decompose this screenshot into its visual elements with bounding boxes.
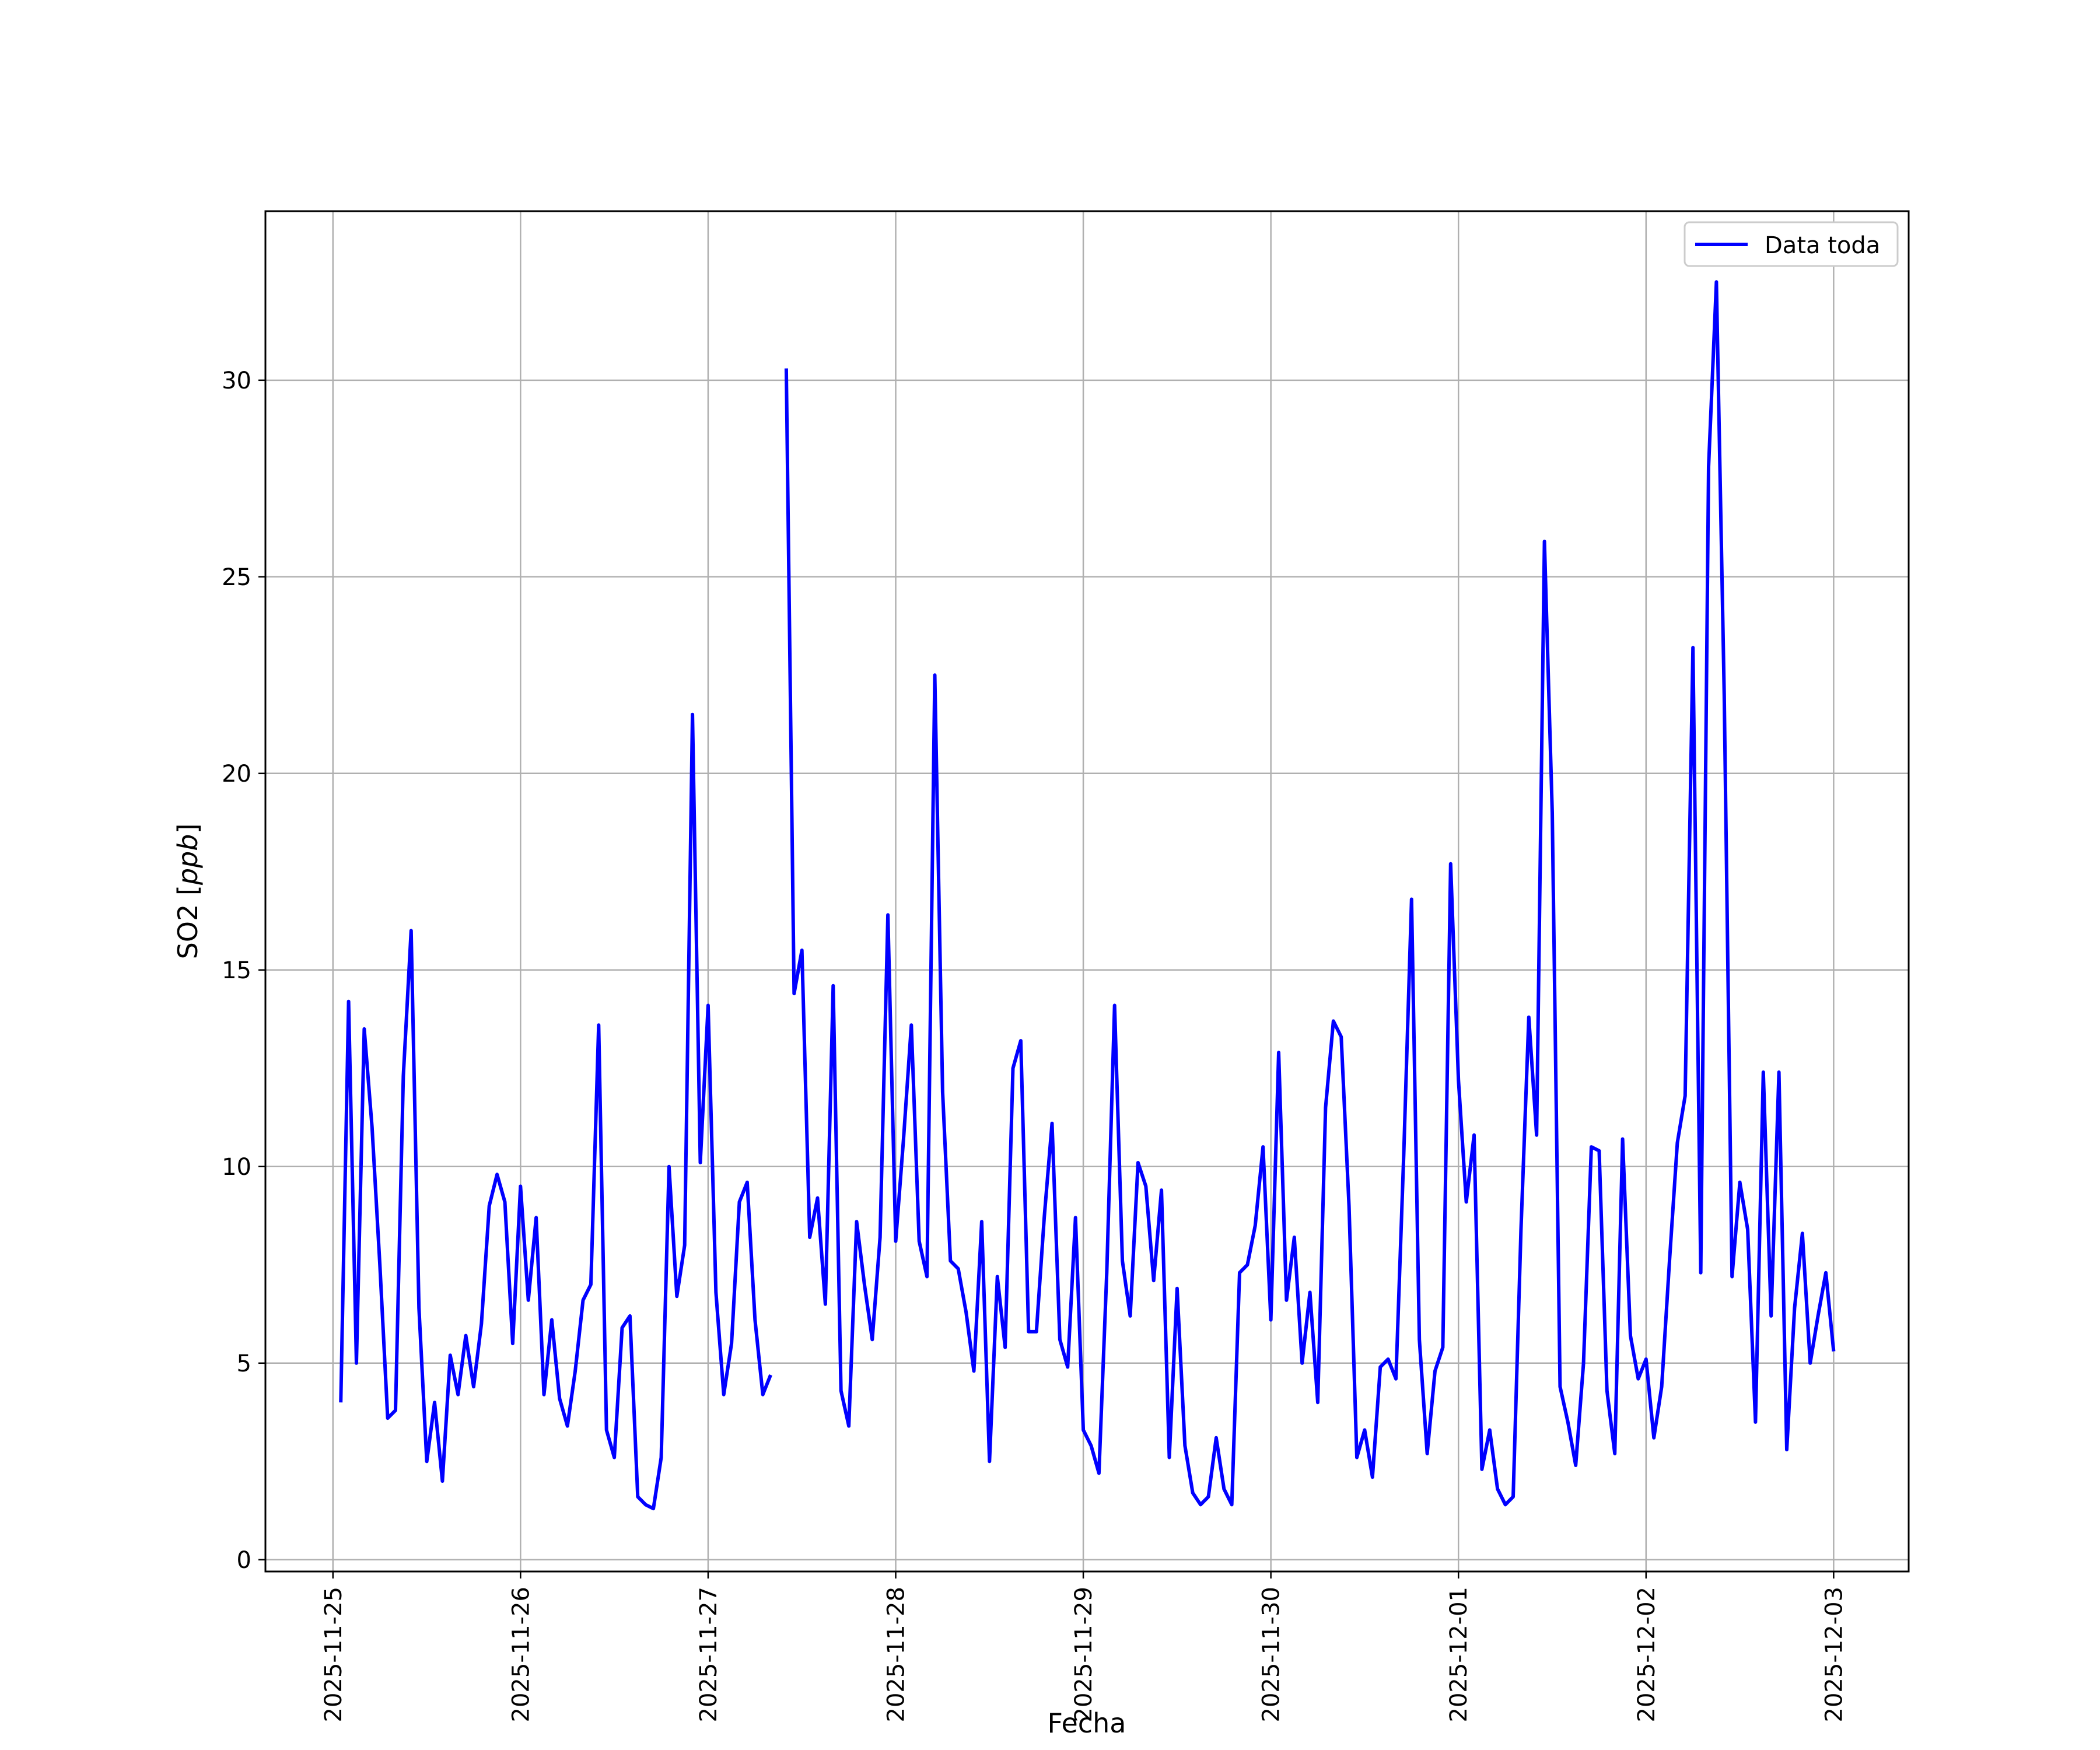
legend-label: Data toda — [1765, 232, 1880, 259]
y-axis-label-close: ] — [172, 824, 204, 834]
x-tick-label: 2025-11-28 — [883, 1587, 909, 1722]
y-axis-label-unit: ppb — [172, 834, 204, 886]
legend: Data toda — [1684, 221, 1899, 267]
series-line-group — [339, 280, 1836, 1511]
y-tick-label: 10 — [222, 1154, 251, 1181]
x-tick-label: 2025-12-02 — [1633, 1587, 1660, 1722]
series-line — [339, 280, 1836, 1511]
x-tick-label: 2025-12-03 — [1821, 1587, 1847, 1722]
x-tick-label: 2025-11-26 — [508, 1587, 534, 1722]
x-tick-label: 2025-12-01 — [1446, 1587, 1472, 1722]
y-tick-label: 0 — [237, 1547, 251, 1574]
y-tick-label: 25 — [222, 564, 251, 591]
x-tick-label: 2025-11-27 — [695, 1587, 722, 1722]
x-axis-label: Fecha — [1048, 1707, 1126, 1739]
legend-box — [1684, 221, 1899, 267]
y-tick-label: 15 — [222, 957, 251, 984]
y-tick-label: 20 — [222, 761, 251, 788]
y-tick-label: 30 — [222, 368, 251, 394]
y-tick-label: 5 — [237, 1350, 251, 1377]
y-axis-ticks: 0 5 10 15 20 25 30 — [222, 368, 265, 1574]
x-axis-ticks: 2025-11-25 2025-11-26 2025-11-27 2025-11-28… — [320, 1572, 1847, 1722]
plot-frame — [264, 210, 1910, 1573]
x-tick-label: 2025-11-30 — [1258, 1587, 1285, 1722]
x-tick-label: 2025-11-25 — [320, 1587, 347, 1722]
x-tick-label: 2025-11-29 — [1070, 1587, 1097, 1722]
y-axis-label: SO2 [ppb] — [172, 824, 204, 960]
y-axis-label-text: SO2 [ — [172, 885, 204, 959]
